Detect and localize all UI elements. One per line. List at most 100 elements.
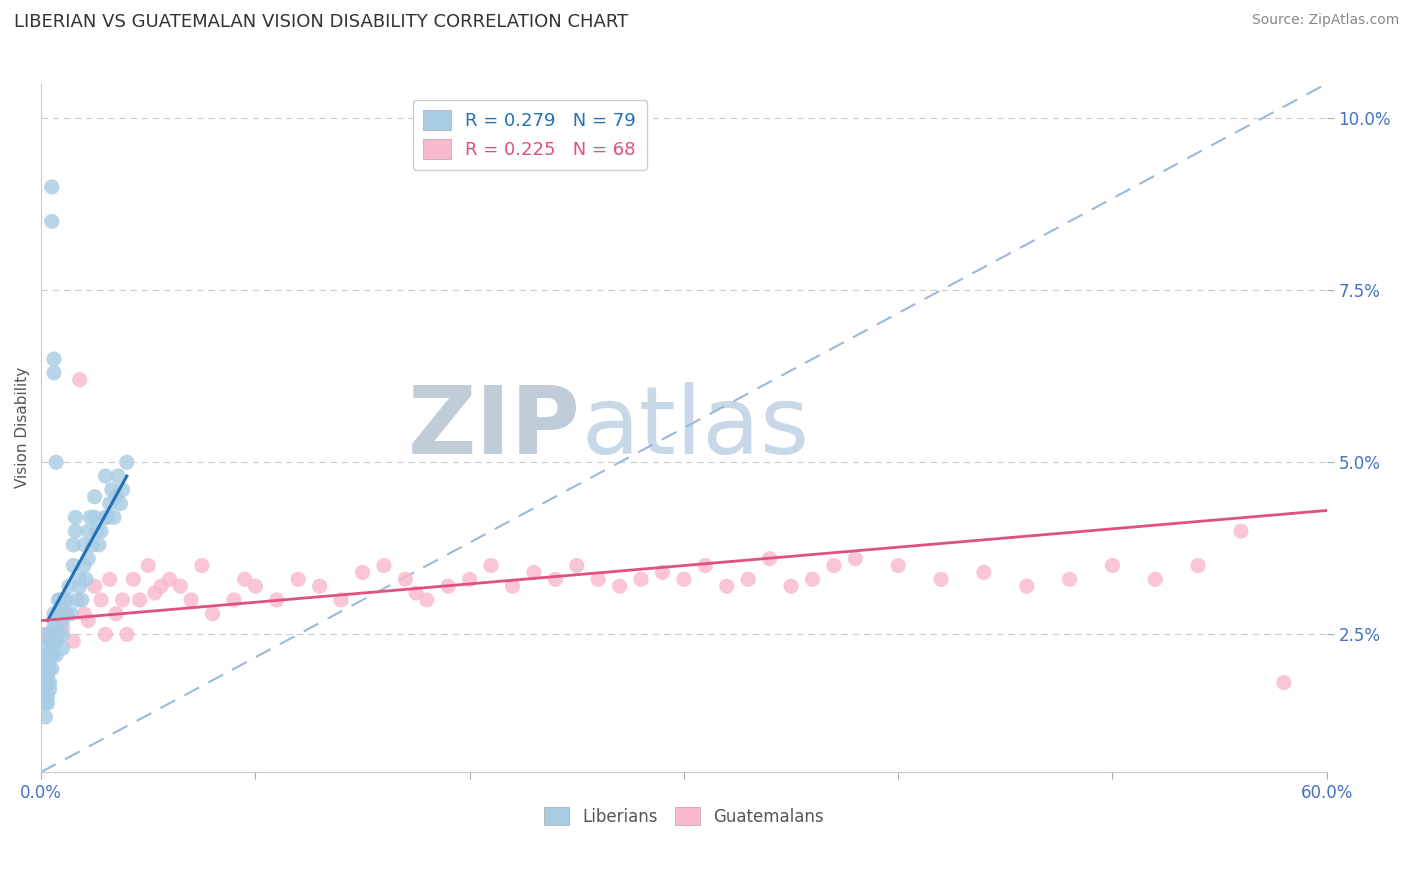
Point bbox=[844, 551, 866, 566]
Point bbox=[479, 558, 502, 573]
Point bbox=[1059, 572, 1081, 586]
Point bbox=[62, 558, 84, 573]
Point bbox=[352, 566, 374, 580]
Point bbox=[37, 655, 59, 669]
Point bbox=[823, 558, 845, 573]
Point bbox=[458, 572, 481, 586]
Point bbox=[502, 579, 524, 593]
Point bbox=[672, 572, 695, 586]
Point bbox=[65, 524, 87, 538]
Point bbox=[45, 648, 67, 662]
Point bbox=[191, 558, 214, 573]
Point bbox=[38, 662, 60, 676]
Point bbox=[83, 579, 105, 593]
Point bbox=[62, 538, 84, 552]
Point bbox=[107, 469, 129, 483]
Point bbox=[101, 483, 124, 497]
Point bbox=[77, 551, 100, 566]
Point bbox=[651, 566, 673, 580]
Point bbox=[34, 641, 56, 656]
Point bbox=[1101, 558, 1123, 573]
Point bbox=[695, 558, 717, 573]
Point bbox=[780, 579, 803, 593]
Point bbox=[53, 593, 76, 607]
Point bbox=[32, 675, 55, 690]
Point bbox=[115, 627, 138, 641]
Point bbox=[394, 572, 416, 586]
Point bbox=[94, 510, 117, 524]
Point bbox=[41, 180, 63, 194]
Point bbox=[69, 579, 91, 593]
Point bbox=[49, 593, 72, 607]
Point bbox=[266, 593, 288, 607]
Point bbox=[159, 572, 181, 586]
Point bbox=[94, 469, 117, 483]
Point bbox=[1144, 572, 1167, 586]
Point bbox=[34, 696, 56, 710]
Point bbox=[79, 510, 101, 524]
Point bbox=[630, 572, 652, 586]
Point bbox=[53, 607, 76, 621]
Point bbox=[37, 696, 59, 710]
Point bbox=[32, 662, 55, 676]
Point bbox=[122, 572, 145, 586]
Point bbox=[46, 627, 69, 641]
Point bbox=[69, 572, 91, 586]
Point bbox=[37, 627, 59, 641]
Point bbox=[1230, 524, 1253, 538]
Point bbox=[37, 675, 59, 690]
Point bbox=[77, 614, 100, 628]
Y-axis label: Vision Disability: Vision Disability bbox=[15, 368, 30, 489]
Point bbox=[45, 634, 67, 648]
Point bbox=[51, 641, 73, 656]
Point bbox=[169, 579, 191, 593]
Point bbox=[416, 593, 439, 607]
Point bbox=[45, 634, 67, 648]
Point bbox=[110, 497, 132, 511]
Point bbox=[56, 593, 79, 607]
Point bbox=[56, 607, 79, 621]
Point bbox=[69, 373, 91, 387]
Point bbox=[34, 668, 56, 682]
Point bbox=[45, 620, 67, 634]
Point bbox=[1015, 579, 1038, 593]
Point bbox=[90, 593, 112, 607]
Text: atlas: atlas bbox=[581, 382, 810, 474]
Point bbox=[83, 490, 105, 504]
Point bbox=[34, 710, 56, 724]
Point bbox=[111, 593, 134, 607]
Point bbox=[58, 579, 80, 593]
Point bbox=[1187, 558, 1209, 573]
Point bbox=[201, 607, 224, 621]
Point bbox=[94, 627, 117, 641]
Point bbox=[111, 483, 134, 497]
Point bbox=[86, 524, 108, 538]
Point bbox=[180, 593, 202, 607]
Point bbox=[38, 634, 60, 648]
Point bbox=[45, 455, 67, 469]
Point bbox=[136, 558, 159, 573]
Text: LIBERIAN VS GUATEMALAN VISION DISABILITY CORRELATION CHART: LIBERIAN VS GUATEMALAN VISION DISABILITY… bbox=[14, 13, 628, 31]
Point bbox=[737, 572, 759, 586]
Point bbox=[437, 579, 460, 593]
Point bbox=[34, 690, 56, 704]
Point bbox=[887, 558, 910, 573]
Point bbox=[586, 572, 609, 586]
Point bbox=[42, 607, 65, 621]
Point bbox=[34, 682, 56, 697]
Point bbox=[98, 497, 121, 511]
Point bbox=[287, 572, 309, 586]
Point bbox=[73, 607, 96, 621]
Point bbox=[609, 579, 631, 593]
Point bbox=[38, 682, 60, 697]
Point bbox=[128, 593, 150, 607]
Point bbox=[51, 627, 73, 641]
Point bbox=[330, 593, 353, 607]
Point bbox=[105, 490, 128, 504]
Text: Source: ZipAtlas.com: Source: ZipAtlas.com bbox=[1251, 13, 1399, 28]
Point bbox=[929, 572, 952, 586]
Point bbox=[150, 579, 173, 593]
Point bbox=[105, 607, 128, 621]
Point bbox=[41, 662, 63, 676]
Point bbox=[62, 634, 84, 648]
